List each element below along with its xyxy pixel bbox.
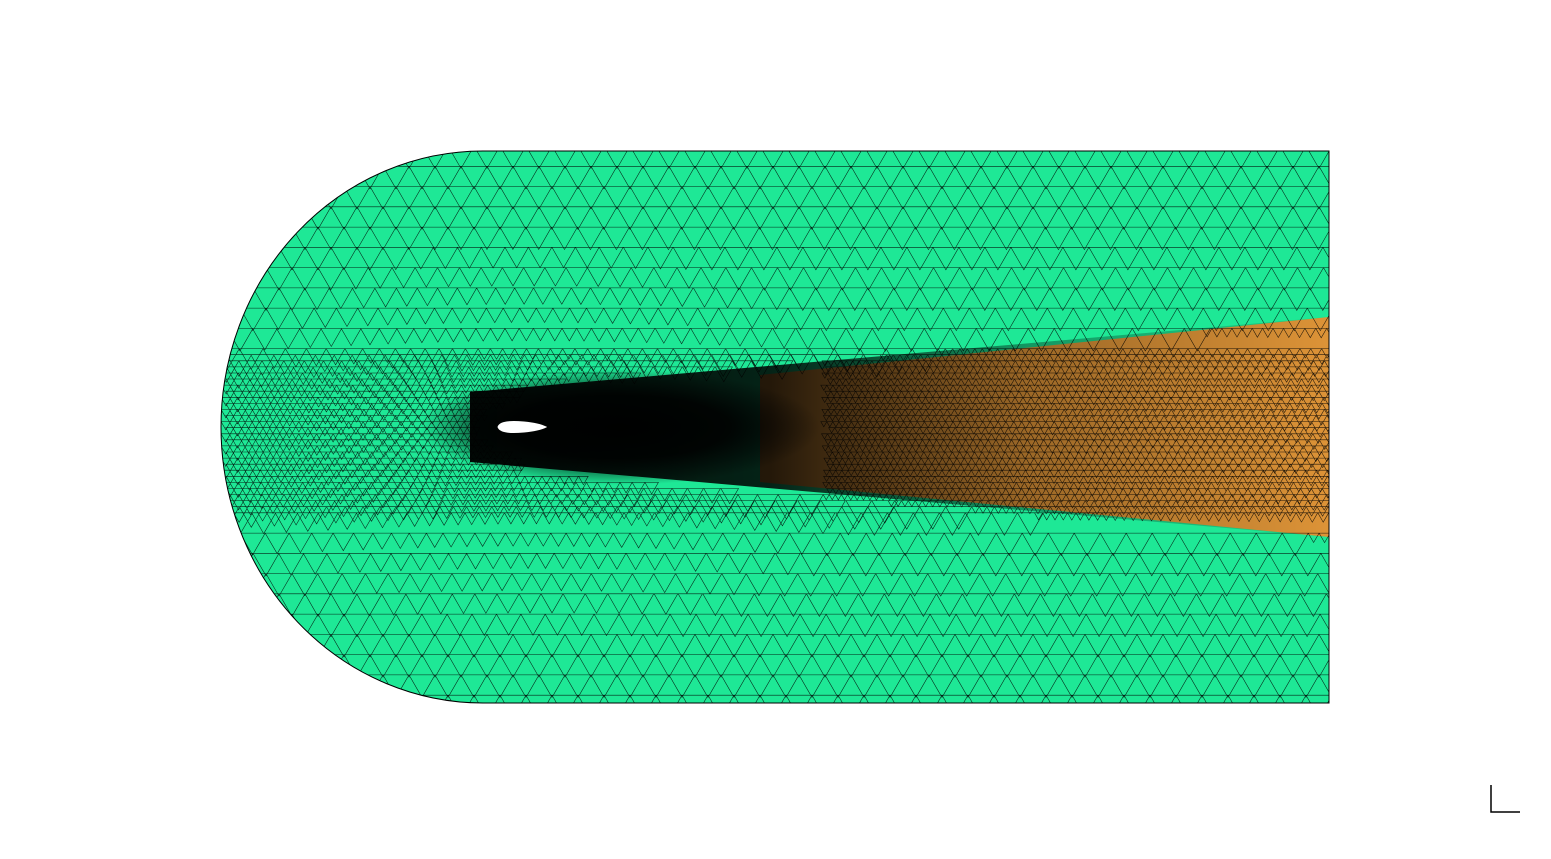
near-body-density-shading — [420, 369, 820, 485]
wake-density-shading — [470, 317, 1329, 537]
domain-boundary — [220, 150, 1330, 704]
airfoil-body — [497, 421, 548, 433]
mesh-domain — [221, 151, 1329, 703]
